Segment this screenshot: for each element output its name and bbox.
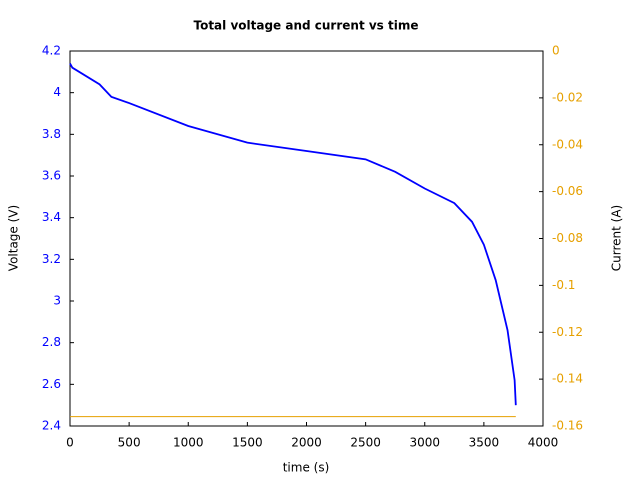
y-tick-label: 4	[53, 85, 61, 99]
x-tick-label: 1000	[173, 436, 204, 450]
y2-tick-label: -0.06	[552, 184, 583, 198]
y2-tick-label: -0.08	[552, 231, 583, 245]
y2-tick-label: -0.04	[552, 137, 583, 151]
x-axis-label: time (s)	[283, 461, 330, 475]
x-tick-label: 500	[118, 436, 141, 450]
y-tick-label: 3.4	[42, 210, 61, 224]
y-tick-label: 3	[53, 294, 61, 308]
y2-axis-label: Current (A)	[610, 205, 624, 271]
x-tick-label: 2500	[350, 436, 381, 450]
y2-tick-label: 0	[552, 44, 560, 58]
x-tick-label: 3000	[409, 436, 440, 450]
y2-tick-label: -0.16	[552, 419, 583, 433]
x-tick-label: 4000	[528, 436, 559, 450]
y-tick-label: 4.2	[42, 44, 61, 58]
chart-title: Total voltage and current vs time	[193, 19, 418, 33]
y-tick-label: 2.8	[42, 335, 61, 349]
y-axis-label: Voltage (V)	[7, 205, 21, 271]
y-tick-label: 3.8	[42, 127, 61, 141]
series-line	[69, 63, 517, 406]
y-tick-label: 2.6	[42, 377, 61, 391]
y2-tick-label: -0.02	[552, 90, 583, 104]
y2-tick-label: -0.1	[552, 278, 575, 292]
y-tick-label: 2.4	[42, 419, 61, 433]
y2-tick-label: -0.12	[552, 325, 583, 339]
x-tick-label: 3500	[469, 436, 500, 450]
x-tick-label: 2000	[291, 436, 322, 450]
y-tick-label: 3.2	[42, 252, 61, 266]
y-tick-label: 3.6	[42, 169, 61, 183]
x-tick-label: 0	[66, 436, 74, 450]
x-tick-label: 1500	[232, 436, 263, 450]
y2-tick-label: -0.14	[552, 372, 583, 386]
